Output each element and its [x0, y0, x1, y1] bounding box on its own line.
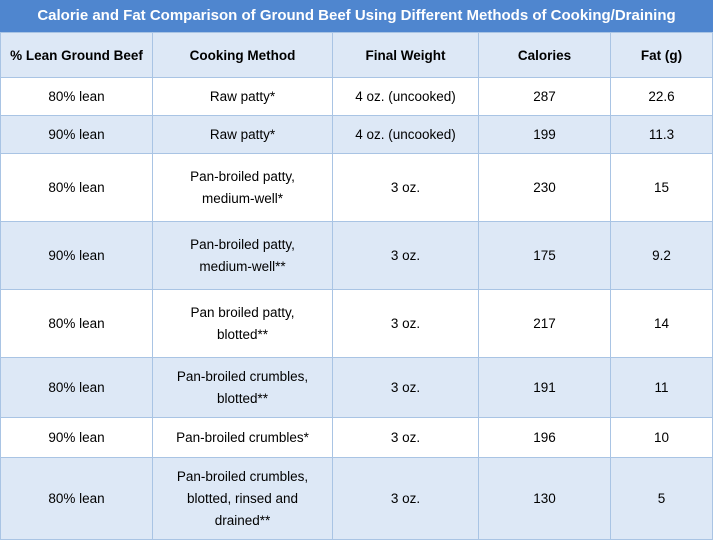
cell-method: Raw patty* — [152, 77, 333, 116]
cell-lean: 80% lean — [0, 457, 153, 540]
cell-calories: 287 — [478, 77, 611, 116]
method-line: medium-well** — [199, 258, 286, 274]
beef-comparison-table: % Lean Ground Beef Cooking Method Final … — [0, 32, 713, 540]
method-line: blotted** — [216, 326, 269, 342]
cell-weight: 3 oz. — [332, 357, 479, 418]
cell-weight: 3 oz. — [332, 153, 479, 222]
cell-weight: 3 oz. — [332, 417, 479, 458]
table-row: 90% lean Pan-broiled patty, medium-well** 3… — [0, 221, 713, 290]
cell-calories: 130 — [478, 457, 611, 540]
cell-fat: 15 — [610, 153, 713, 222]
cell-calories: 199 — [478, 115, 611, 154]
table-title: Calorie and Fat Comparison of Ground Bee… — [0, 0, 713, 32]
method-line: Pan-broiled crumbles, — [176, 368, 309, 384]
table-row: 80% lean Pan-broiled crumbles, blotted, ri… — [0, 457, 713, 540]
cell-fat: 14 — [610, 289, 713, 358]
cell-lean: 90% lean — [0, 221, 153, 290]
cell-weight: 3 oz. — [332, 289, 479, 358]
cell-method: Pan-broiled crumbles* — [152, 417, 333, 458]
header-method: Cooking Method — [152, 32, 333, 78]
cell-calories: 196 — [478, 417, 611, 458]
method-line: Pan-broiled patty, — [190, 236, 295, 252]
cell-fat: 9.2 — [610, 221, 713, 290]
cell-fat: 22.6 — [610, 77, 713, 116]
header-row: % Lean Ground Beef Cooking Method Final … — [0, 32, 713, 78]
table-body: 80% lean Raw patty* 4 oz. (uncooked) 287 22.… — [0, 77, 713, 540]
cell-fat: 5 — [610, 457, 713, 540]
method-line: Pan-broiled crumbles* — [176, 429, 309, 445]
cell-lean: 80% lean — [0, 357, 153, 418]
header-calories: Calories — [478, 32, 611, 78]
cell-weight: 4 oz. (uncooked) — [332, 77, 479, 116]
method-line: Pan-broiled patty, — [190, 168, 295, 184]
cell-method: Pan-broiled crumbles, blotted, rinsed and… — [152, 457, 333, 540]
method-line: Pan-broiled crumbles, — [176, 468, 309, 484]
cell-calories: 230 — [478, 153, 611, 222]
cell-weight: 3 oz. — [332, 457, 479, 540]
cell-calories: 217 — [478, 289, 611, 358]
cell-method: Pan broiled patty, blotted** — [152, 289, 333, 358]
cell-method: Pan-broiled crumbles, blotted** — [152, 357, 333, 418]
table-row: 80% lean Pan-broiled crumbles, blotted** 3 … — [0, 357, 713, 418]
table-row: 80% lean Pan-broiled patty, medium-well* 3 … — [0, 153, 713, 222]
method-line: blotted, rinsed and — [186, 490, 299, 506]
method-line: Raw patty* — [209, 88, 276, 104]
method-line: Pan broiled patty, — [190, 304, 295, 320]
header-fat: Fat (g) — [610, 32, 713, 78]
method-line: drained** — [214, 512, 271, 528]
cell-lean: 90% lean — [0, 115, 153, 154]
cell-weight: 4 oz. (uncooked) — [332, 115, 479, 154]
cell-lean: 80% lean — [0, 153, 153, 222]
cell-fat: 11.3 — [610, 115, 713, 154]
cell-calories: 191 — [478, 357, 611, 418]
table-row: 90% lean Raw patty* 4 oz. (uncooked) 199 11.… — [0, 115, 713, 154]
cell-fat: 10 — [610, 417, 713, 458]
cell-fat: 11 — [610, 357, 713, 418]
table-row: 80% lean Raw patty* 4 oz. (uncooked) 287 22.… — [0, 77, 713, 116]
method-line: medium-well* — [201, 190, 284, 206]
cell-weight: 3 oz. — [332, 221, 479, 290]
cell-calories: 175 — [478, 221, 611, 290]
method-line: blotted** — [216, 390, 269, 406]
cell-method: Raw patty* — [152, 115, 333, 154]
table-row: 90% lean Pan-broiled crumbles* 3 oz. 196 10 — [0, 417, 713, 458]
cell-lean: 80% lean — [0, 77, 153, 116]
method-line: Raw patty* — [209, 126, 276, 142]
cell-lean: 90% lean — [0, 417, 153, 458]
cell-method: Pan-broiled patty, medium-well* — [152, 153, 333, 222]
header-lean: % Lean Ground Beef — [0, 32, 153, 78]
cell-lean: 80% lean — [0, 289, 153, 358]
header-weight: Final Weight — [332, 32, 479, 78]
cell-method: Pan-broiled patty, medium-well** — [152, 221, 333, 290]
table-row: 80% lean Pan broiled patty, blotted** 3 oz.… — [0, 289, 713, 358]
